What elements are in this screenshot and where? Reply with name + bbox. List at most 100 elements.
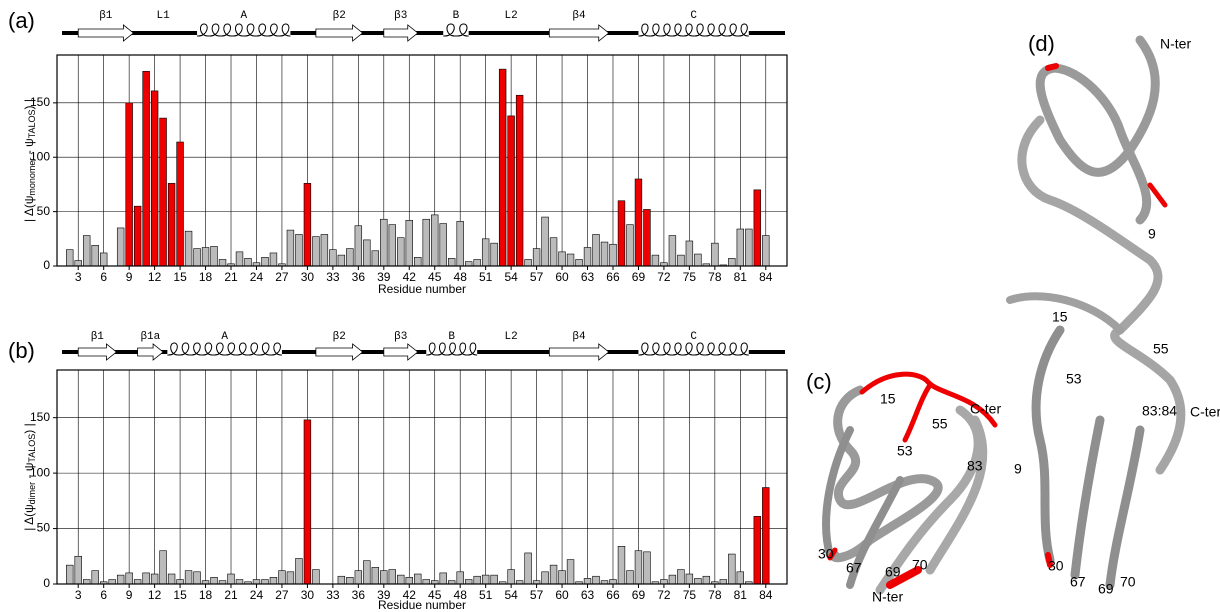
y-axis-label-part: | Δ(ψ	[22, 196, 36, 222]
panel-label: (c)	[806, 369, 832, 394]
residue-annotation: 15	[880, 391, 896, 407]
x-tick-label: 21	[224, 588, 238, 602]
bar	[380, 219, 387, 266]
y-axis-label-part: - ψ	[22, 463, 36, 482]
bar	[618, 546, 625, 584]
residue-annotation: 69	[885, 564, 901, 580]
x-tick-label: 9	[126, 270, 133, 284]
ss-strand	[316, 25, 363, 41]
bar	[279, 571, 286, 584]
bar	[440, 224, 447, 266]
x-tick-label: 33	[326, 588, 340, 602]
ss-strand	[384, 25, 418, 41]
bar	[134, 580, 141, 584]
bar	[117, 575, 124, 584]
bar	[321, 234, 328, 266]
bar	[253, 580, 260, 584]
bar	[202, 248, 209, 266]
bar	[728, 554, 735, 584]
ss-strand	[549, 25, 608, 41]
residue-annotation: C-ter	[970, 401, 1001, 417]
ss-label: β1a	[140, 331, 160, 343]
bar	[686, 574, 693, 584]
figure: 0501001503691215182124273033363942454851…	[0, 0, 1220, 612]
bar	[406, 220, 413, 266]
bar	[559, 252, 566, 266]
x-tick-label: 3	[75, 588, 82, 602]
bar	[559, 571, 566, 584]
bar	[678, 570, 685, 584]
bar	[423, 219, 430, 266]
bar	[627, 225, 634, 266]
y-tick-label: 150	[30, 410, 50, 424]
bar	[236, 252, 243, 266]
bar	[143, 71, 150, 266]
residue-annotation: 55	[932, 416, 948, 432]
panel-label: (d)	[1028, 31, 1055, 56]
x-tick-label: 72	[657, 270, 671, 284]
residue-annotation: 30	[818, 546, 834, 562]
x-tick-label: 60	[555, 588, 569, 602]
ss-label: L2	[505, 331, 518, 343]
bar	[389, 570, 396, 584]
bar	[83, 236, 90, 266]
y-axis-label-part: TALOS	[27, 434, 37, 463]
bar	[211, 246, 218, 266]
x-tick-label: 24	[250, 588, 264, 602]
ss-label: β4	[572, 331, 586, 343]
bar	[363, 561, 370, 584]
residue-annotation: 69	[1098, 581, 1114, 597]
residue-annotation: 30	[1048, 558, 1064, 574]
bar	[75, 261, 82, 266]
x-tick-label: 27	[275, 588, 289, 602]
bar	[465, 580, 472, 584]
bar	[491, 243, 498, 266]
bar	[160, 551, 167, 584]
x-axis-label: Residue number	[378, 598, 466, 612]
x-tick-label: 66	[606, 270, 620, 284]
x-tick-label: 15	[173, 270, 187, 284]
bar	[482, 575, 489, 584]
ss-label: A	[240, 10, 247, 22]
bar	[635, 179, 642, 266]
x-tick-label: 84	[759, 588, 773, 602]
ss-strand	[78, 25, 133, 41]
y-axis-label-part: dimer	[27, 482, 37, 505]
bar	[406, 577, 413, 584]
x-tick-label: 54	[504, 588, 518, 602]
bar	[728, 258, 735, 266]
ribbon-d	[1010, 40, 1181, 585]
bar	[754, 190, 761, 266]
ss-label: C	[690, 331, 697, 343]
x-tick-label: 69	[632, 270, 646, 284]
bar	[525, 259, 532, 266]
bar	[287, 572, 294, 584]
bar	[618, 201, 625, 266]
x-tick-label: 9	[126, 588, 133, 602]
y-axis-label-part: - ψ	[22, 138, 36, 157]
x-tick-label: 81	[734, 270, 748, 284]
bar	[669, 575, 676, 584]
x-tick-label: 21	[224, 270, 238, 284]
bar	[499, 69, 506, 266]
bar	[177, 580, 184, 584]
x-tick-label: 12	[148, 270, 162, 284]
x-tick-label: 15	[173, 588, 187, 602]
bar	[423, 580, 430, 584]
x-tick-label: 57	[530, 588, 544, 602]
bar	[482, 239, 489, 266]
bar	[66, 250, 73, 266]
bar	[262, 580, 269, 584]
bar	[525, 553, 532, 584]
bar	[75, 556, 82, 584]
bar	[92, 245, 99, 266]
bar	[168, 183, 175, 266]
ss-label: C	[690, 10, 697, 22]
bar	[584, 248, 591, 266]
bar	[338, 576, 345, 584]
bar	[338, 255, 345, 266]
panel-label: (a)	[8, 8, 35, 33]
bar	[389, 225, 396, 266]
y-axis-label: | Δ(ψdimer - ψTALOS) |	[22, 423, 37, 530]
bar	[236, 580, 243, 584]
